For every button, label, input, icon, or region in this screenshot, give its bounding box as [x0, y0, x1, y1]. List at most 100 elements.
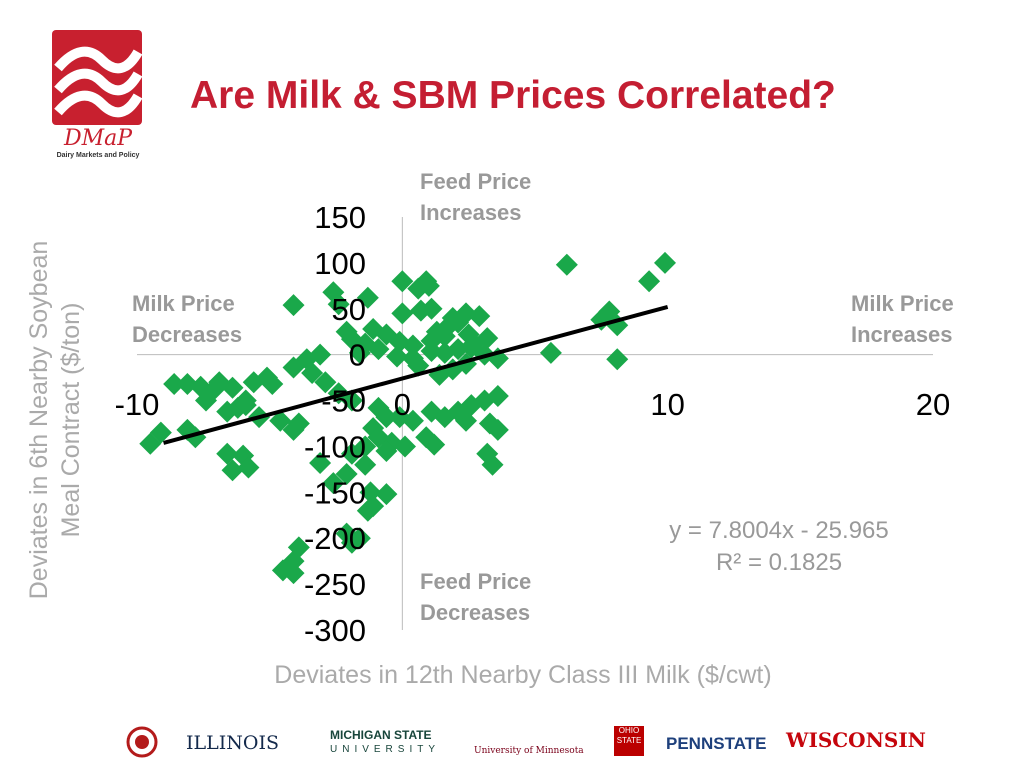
trendline: [163, 304, 669, 445]
data-point: [388, 330, 411, 353]
wave-icon: [54, 46, 143, 118]
logo-mark: [52, 30, 143, 125]
y-tick-label: -150: [304, 475, 366, 510]
y-tick-label: -250: [304, 567, 366, 602]
quadrant-label-right: Milk Price: [851, 291, 954, 316]
data-point: [359, 481, 382, 504]
y-tick-label: 50: [332, 292, 366, 327]
data-point: [420, 297, 443, 320]
data-point: [301, 362, 324, 385]
x-tick-label: 10: [650, 387, 684, 422]
data-point: [348, 341, 371, 364]
footer-msu-sub: UNIVERSITY: [330, 744, 441, 755]
quadrant-label-top: Increases: [420, 200, 522, 225]
data-point: [242, 371, 265, 394]
footer-wisconsin: WISCONSIN: [786, 728, 926, 752]
y-tick-label: 150: [314, 200, 366, 235]
data-point: [486, 418, 509, 441]
data-point: [309, 451, 332, 474]
quadrant-label-left: Decreases: [132, 322, 242, 347]
data-point: [335, 320, 358, 343]
quadrant-label-right: Increases: [851, 322, 953, 347]
data-point: [194, 389, 217, 412]
footer-illinois: ILLINOIS: [186, 732, 279, 754]
data-point: [391, 302, 414, 325]
logo-subtitle: Dairy Markets and Policy: [56, 152, 140, 159]
data-point: [486, 384, 509, 407]
trendline-equation: y = 7.8004x - 25.965: [669, 517, 889, 544]
data-point: [340, 531, 363, 554]
y-tick-label: -300: [304, 613, 366, 648]
data-point: [354, 453, 377, 476]
logo-name: DMaP: [63, 126, 133, 151]
quadrant-label-left: Milk Price: [132, 291, 235, 316]
x-tick-label: 0: [394, 387, 411, 422]
data-point: [417, 274, 440, 297]
data-point: [335, 462, 358, 485]
quadrant-label-top: Feed Price: [420, 169, 531, 194]
data-point: [539, 341, 562, 364]
data-point: [261, 373, 284, 396]
data-point: [282, 294, 305, 317]
y-tick-label: 100: [314, 246, 366, 281]
data-point: [282, 356, 305, 379]
data-point: [654, 251, 677, 274]
y-axis-title: Meal Contract ($/ton): [57, 303, 85, 538]
data-point: [375, 483, 398, 506]
data-point: [282, 418, 305, 441]
footer-pennstate: PENNSTATE: [666, 734, 767, 753]
page-title: Are Milk & SBM Prices Correlated?: [190, 74, 836, 117]
y-tick-label: 0: [349, 338, 366, 373]
data-point: [234, 394, 257, 417]
data-point: [176, 373, 199, 396]
data-point: [340, 442, 363, 465]
data-point: [237, 456, 260, 479]
quadrant-label-bottom: Decreases: [420, 600, 530, 625]
x-tick-label: -10: [115, 387, 160, 422]
dmap-logo: DMaP Dairy Markets and Policy: [52, 30, 144, 162]
data-point: [322, 472, 345, 495]
cornell-seal-icon: [126, 726, 158, 758]
data-point: [555, 253, 578, 276]
data-point: [606, 348, 629, 371]
y-tick-label: -50: [321, 384, 366, 419]
footer-logos: ILLINOIS MICHIGAN STATE UNIVERSITY Unive…: [120, 722, 926, 766]
data-point: [391, 270, 414, 293]
data-point: [375, 406, 398, 429]
data-point: [638, 270, 661, 293]
x-tick-label: 20: [916, 387, 950, 422]
trendline-r-squared: R² = 0.1825: [716, 549, 842, 576]
footer-ohio-state: OHIO STATE: [614, 726, 644, 756]
data-point: [356, 499, 379, 522]
data-point: [216, 400, 239, 423]
data-point: [221, 459, 244, 482]
y-axis-title: Deviates in 6th Nearby Soybean: [25, 241, 53, 600]
data-point: [420, 339, 443, 362]
data-point: [386, 345, 409, 368]
data-point: [221, 376, 244, 399]
data-point: [309, 343, 332, 366]
y-tick-label: -100: [304, 429, 366, 464]
data-point: [481, 453, 504, 476]
data-point: [356, 286, 379, 309]
data-point: [163, 373, 186, 396]
footer-msu: MICHIGAN STATE: [330, 728, 432, 742]
data-point: [423, 433, 446, 456]
data-point: [393, 435, 416, 458]
data-point: [271, 559, 294, 582]
data-point: [269, 409, 292, 432]
y-tick-label: -200: [304, 521, 366, 556]
x-axis-title: Deviates in 12th Nearby Class III Milk (…: [274, 661, 771, 689]
quadrant-label-bottom: Feed Price: [420, 569, 531, 594]
data-point: [375, 440, 398, 463]
data-point: [447, 338, 470, 361]
footer-minnesota: University of Minnesota: [474, 746, 584, 756]
data-point: [216, 442, 239, 465]
data-point: [314, 371, 337, 394]
data-point: [455, 409, 478, 432]
data-point: [139, 432, 162, 455]
data-point: [468, 305, 491, 328]
data-point: [327, 293, 350, 316]
data-point: [401, 409, 424, 432]
